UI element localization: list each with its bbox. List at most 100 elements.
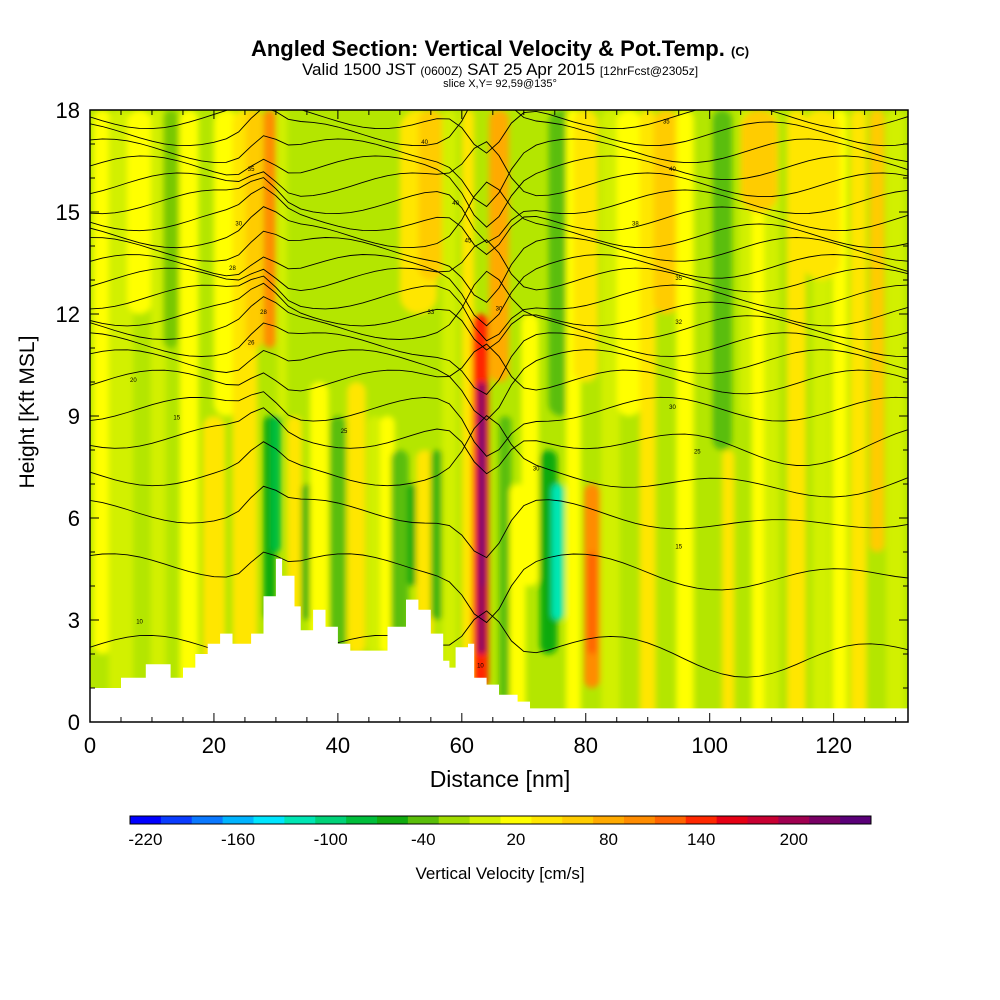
y-tick-label: 3 [68,608,80,633]
x-tick-label: 60 [450,733,474,758]
colorbar-swatch [840,816,872,824]
theta-contour [90,181,908,249]
velocity-cell [886,110,905,722]
x-tick-label: 120 [815,733,852,758]
colorbar-swatch [160,816,193,824]
theta-contour-label: 10 [477,664,484,670]
velocity-cell [573,110,599,382]
chart-title: Angled Section: Vertical Velocity & Pot.… [0,36,1000,62]
velocity-cell [391,450,409,654]
theta-contour-label: 15 [675,545,682,551]
theta-contour-label: 15 [173,415,180,421]
velocity-cell [802,110,840,280]
y-tick-label: 0 [68,710,80,735]
velocity-cell [712,110,733,450]
velocity-cell [347,382,366,654]
colorbar-swatch [284,816,316,824]
theta-contour-label: 35 [675,276,682,282]
theta-contour-label: 40 [452,201,459,207]
velocity-cell [787,110,806,722]
velocity-cell [179,110,199,722]
colorbar-swatch [562,816,594,824]
valid-time: Valid 1500 JST [301,60,416,79]
colorbar-swatch [531,816,563,824]
velocity-cell [639,110,656,722]
velocity-cell [418,110,444,280]
theta-contour-label: 20 [130,378,137,384]
theta-contour [90,186,908,256]
x-tick-label: 20 [202,733,226,758]
velocity-cell [676,110,694,722]
theta-contour-label: 26 [248,341,255,347]
chart-title-tag: (C) [731,44,750,59]
colorbar-swatch [809,816,841,824]
velocity-cell [521,314,539,586]
colorbar-tick-label: -100 [314,830,348,849]
velocity-cell [163,110,178,348]
terrain [90,558,908,722]
theta-contour [90,141,908,198]
colorbar-swatch [469,816,501,824]
theta-contour [90,349,908,421]
colorbar-swatch [222,816,254,824]
theta-contour [90,155,908,228]
velocity-cell [309,382,329,654]
colorbar-tick-label: -160 [221,830,255,849]
velocity-cell [263,110,276,348]
theta-contour [90,275,908,342]
velocity-cell [277,110,288,416]
velocity-cell [722,450,735,722]
velocity-cell [245,110,263,348]
theta-contour [90,282,908,351]
theta-contour [90,391,908,457]
theta-contour [90,343,908,395]
colorbar-tick-label: 20 [506,830,525,849]
velocity-cell [480,416,486,586]
velocity-cell [869,110,885,552]
x-tick-label: 0 [84,733,96,758]
colorbar-swatch [500,816,532,824]
colorbar-swatch [407,816,440,824]
y-axis-label: Height [Kft MSL] [16,335,39,489]
colorbar-swatch [593,816,625,824]
theta-contour-label: 25 [341,429,348,435]
theta-contour-label: 35 [248,167,255,173]
colorbar-tick-label: -40 [411,830,436,849]
velocity-cell [407,484,418,586]
theta-contour [90,135,908,208]
chart-title-text: Angled Section: Vertical Velocity & Pot.… [250,36,725,61]
y-tick-label: 6 [68,506,80,531]
theta-contour [90,407,908,475]
x-tick-label: 40 [326,733,350,758]
y-tick-label: 15 [56,200,80,225]
colorbar-tick-label: 200 [780,830,808,849]
velocity-cell [653,110,679,314]
theta-contour-label: 10 [136,619,143,625]
velocity-cell [270,416,281,552]
velocity-cell [696,110,711,722]
velocity-cell [301,484,313,620]
y-tick-label: 12 [56,302,80,327]
theta-contour-label: 30 [496,307,503,313]
theta-contour [90,110,908,147]
theta-contour-label: 45 [465,239,472,245]
colorbar-swatch [438,816,471,824]
y-tick-label: 9 [68,404,80,429]
colorbar-swatch [130,816,162,824]
colorbar-swatch [716,816,748,824]
colorbar-swatch [253,816,285,824]
theta-contour-label: 40 [669,167,676,173]
colorbar-title: Vertical Velocity [cm/s] [415,864,585,883]
theta-contour [90,270,908,340]
theta-contour-label: 30 [235,222,242,228]
colorbar-tick-label: -220 [128,830,162,849]
valid-zulu: (0600Z) [420,64,463,78]
velocity-cell [499,416,512,722]
x-axis-label: Distance [nm] [429,766,571,792]
velocity-cell [764,110,780,722]
colorbar-swatch [377,816,409,824]
theta-contour [90,177,908,244]
colorbar-swatch [624,816,656,824]
x-tick-label: 80 [574,733,598,758]
colorbar-swatch [654,816,687,824]
